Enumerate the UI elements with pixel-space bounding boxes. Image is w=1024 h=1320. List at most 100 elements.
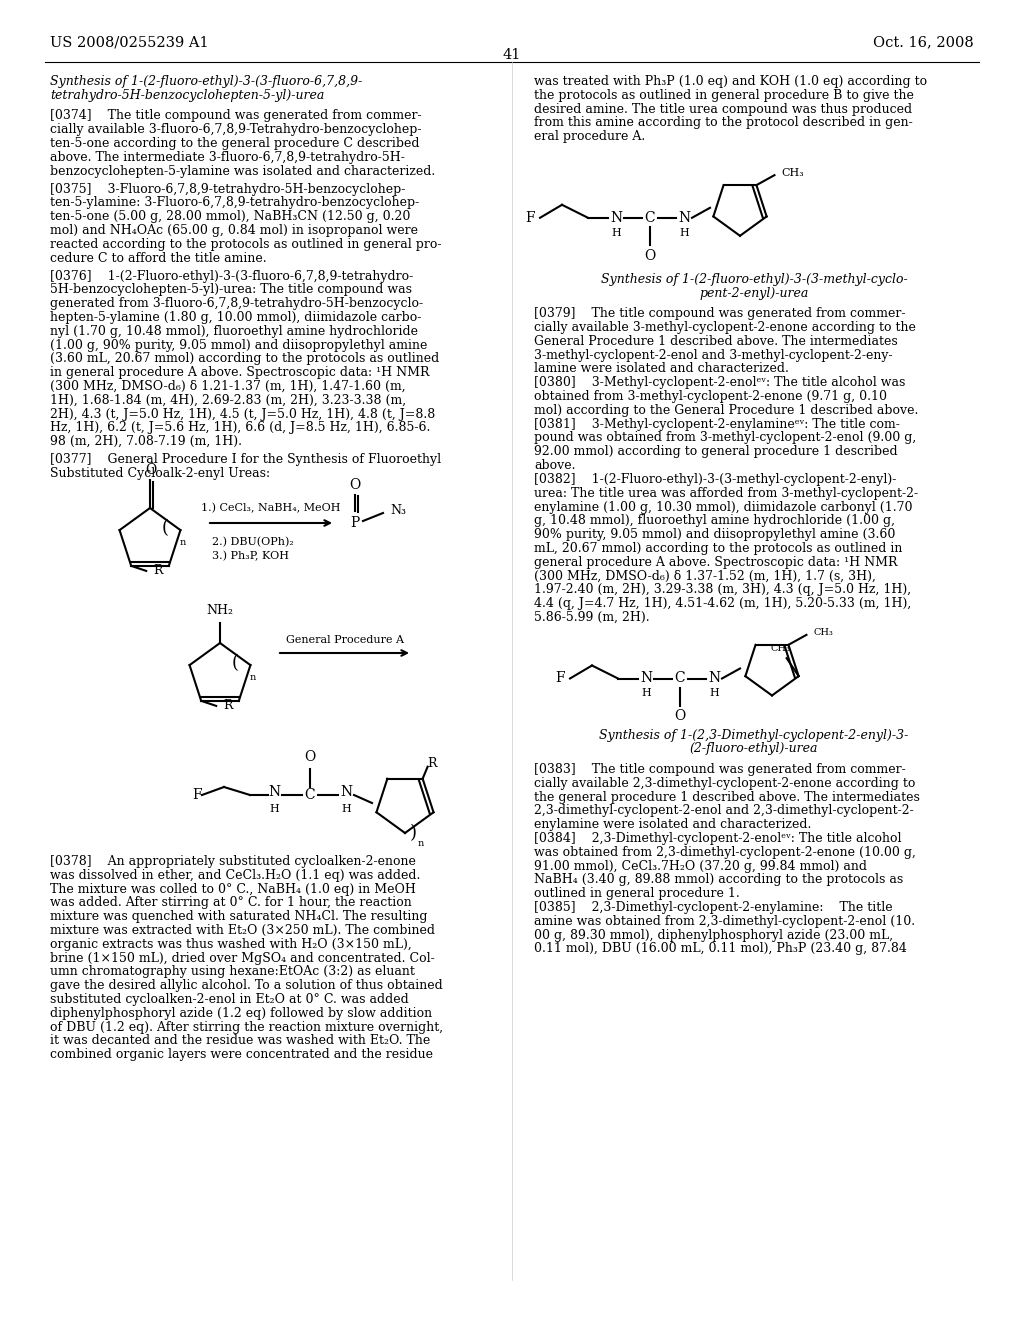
Text: mol) according to the General Procedure 1 described above.: mol) according to the General Procedure … <box>534 404 919 417</box>
Text: N: N <box>610 211 622 224</box>
Text: H: H <box>341 804 351 814</box>
Text: [0375]    3-Fluoro-6,7,8,9-tetrahydro-5H-benzocyclohep-: [0375] 3-Fluoro-6,7,8,9-tetrahydro-5H-be… <box>50 182 406 195</box>
Text: tetrahydro-5H-benzocyclohepten-5-yl)-urea: tetrahydro-5H-benzocyclohepten-5-yl)-ure… <box>50 88 325 102</box>
Text: NH₂: NH₂ <box>207 605 233 618</box>
Text: amine was obtained from 2,3-dimethyl-cyclopent-2-enol (10.: amine was obtained from 2,3-dimethyl-cyc… <box>534 915 915 928</box>
Text: [0374]    The title compound was generated from commer-: [0374] The title compound was generated … <box>50 110 422 123</box>
Text: generated from 3-fluoro-6,7,8,9-tetrahydro-5H-benzocyclo-: generated from 3-fluoro-6,7,8,9-tetrahyd… <box>50 297 423 310</box>
Text: N₃: N₃ <box>390 504 406 517</box>
Text: Hz, 1H), 6.2 (t, J=5.6 Hz, 1H), 6.6 (d, J=8.5 Hz, 1H), 6.85-6.: Hz, 1H), 6.2 (t, J=5.6 Hz, 1H), 6.6 (d, … <box>50 421 430 434</box>
Text: (300 MHz, DMSO-d₆) δ 1.37-1.52 (m, 1H), 1.7 (s, 3H),: (300 MHz, DMSO-d₆) δ 1.37-1.52 (m, 1H), … <box>534 569 876 582</box>
Text: N: N <box>340 785 352 799</box>
Text: 1H), 1.68-1.84 (m, 4H), 2.69-2.83 (m, 2H), 3.23-3.38 (m,: 1H), 1.68-1.84 (m, 4H), 2.69-2.83 (m, 2H… <box>50 393 407 407</box>
Text: F: F <box>525 211 535 224</box>
Text: H: H <box>710 689 719 698</box>
Text: 0.11 mol), DBU (16.00 mL, 0.11 mol), Ph₃P (23.40 g, 87.84: 0.11 mol), DBU (16.00 mL, 0.11 mol), Ph₃… <box>534 942 907 956</box>
Text: cedure C to afford the title amine.: cedure C to afford the title amine. <box>50 252 266 264</box>
Text: Substituted Cycloalk-2-enyl Ureas:: Substituted Cycloalk-2-enyl Ureas: <box>50 467 270 480</box>
Text: (: ( <box>231 655 239 672</box>
Text: (300 MHz, DMSO-d₆) δ 1.21-1.37 (m, 1H), 1.47-1.60 (m,: (300 MHz, DMSO-d₆) δ 1.21-1.37 (m, 1H), … <box>50 380 406 393</box>
Text: pound was obtained from 3-methyl-cyclopent-2-enol (9.00 g,: pound was obtained from 3-methyl-cyclope… <box>534 432 916 445</box>
Text: R: R <box>154 565 163 577</box>
Text: O: O <box>304 750 315 764</box>
Text: mixture was quenched with saturated NH₄Cl. The resulting: mixture was quenched with saturated NH₄C… <box>50 911 427 923</box>
Text: desired amine. The title urea compound was thus produced: desired amine. The title urea compound w… <box>534 103 912 116</box>
Text: 00 g, 89.30 mmol), diphenylphosphoryl azide (23.00 mL,: 00 g, 89.30 mmol), diphenylphosphoryl az… <box>534 928 893 941</box>
Text: Synthesis of 1-(2,3-Dimethyl-cyclopent-2-enyl)-3-: Synthesis of 1-(2,3-Dimethyl-cyclopent-2… <box>599 729 908 742</box>
Text: diphenylphosphoryl azide (1.2 eq) followed by slow addition: diphenylphosphoryl azide (1.2 eq) follow… <box>50 1007 432 1020</box>
Text: above.: above. <box>534 459 575 473</box>
Text: 3-methyl-cyclopent-2-enol and 3-methyl-cyclopent-2-eny-: 3-methyl-cyclopent-2-enol and 3-methyl-c… <box>534 348 893 362</box>
Text: general procedure A above. Spectroscopic data: ¹H NMR: general procedure A above. Spectroscopic… <box>534 556 897 569</box>
Text: was treated with Ph₃P (1.0 eq) and KOH (1.0 eq) according to: was treated with Ph₃P (1.0 eq) and KOH (… <box>534 75 927 88</box>
Text: substituted cycloalken-2-enol in Et₂O at 0° C. was added: substituted cycloalken-2-enol in Et₂O at… <box>50 993 409 1006</box>
Text: General Procedure 1 described above. The intermediates: General Procedure 1 described above. The… <box>534 335 898 348</box>
Text: 41: 41 <box>503 48 521 62</box>
Text: F: F <box>555 672 565 685</box>
Text: reacted according to the protocols as outlined in general pro-: reacted according to the protocols as ou… <box>50 238 441 251</box>
Text: C: C <box>305 788 315 803</box>
Text: F: F <box>193 788 202 803</box>
Text: 92.00 mmol) according to general procedure 1 described: 92.00 mmol) according to general procedu… <box>534 445 898 458</box>
Text: was dissolved in ether, and CeCl₃.H₂O (1.1 eq) was added.: was dissolved in ether, and CeCl₃.H₂O (1… <box>50 869 421 882</box>
Text: mL, 20.67 mmol) according to the protocols as outlined in: mL, 20.67 mmol) according to the protoco… <box>534 543 902 554</box>
Text: [0383]    The title compound was generated from commer-: [0383] The title compound was generated … <box>534 763 906 776</box>
Text: N: N <box>678 211 690 224</box>
Text: the protocols as outlined in general procedure B to give the: the protocols as outlined in general pro… <box>534 88 913 102</box>
Text: [0380]    3-Methyl-cyclopent-2-enolᵉᵛ: The title alcohol was: [0380] 3-Methyl-cyclopent-2-enolᵉᵛ: The … <box>534 376 905 389</box>
Text: enylamine were isolated and characterized.: enylamine were isolated and characterize… <box>534 818 811 832</box>
Text: [0381]    3-Methyl-cyclopent-2-enylamineᵉᵛ: The title com-: [0381] 3-Methyl-cyclopent-2-enylamineᵉᵛ:… <box>534 417 900 430</box>
Text: brine (1×150 mL), dried over MgSO₄ and concentrated. Col-: brine (1×150 mL), dried over MgSO₄ and c… <box>50 952 435 965</box>
Text: 98 (m, 2H), 7.08-7.19 (m, 1H).: 98 (m, 2H), 7.08-7.19 (m, 1H). <box>50 436 242 449</box>
Text: ten-5-ylamine: 3-Fluoro-6,7,8,9-tetrahydro-benzocyclohep-: ten-5-ylamine: 3-Fluoro-6,7,8,9-tetrahyd… <box>50 197 419 210</box>
Text: enylamine (1.00 g, 10.30 mmol), diimidazole carbonyl (1.70: enylamine (1.00 g, 10.30 mmol), diimidaz… <box>534 500 912 513</box>
Text: gave the desired allylic alcohol. To a solution of thus obtained: gave the desired allylic alcohol. To a s… <box>50 979 442 993</box>
Text: 2,3-dimethyl-cyclopent-2-enol and 2,3-dimethyl-cyclopent-2-: 2,3-dimethyl-cyclopent-2-enol and 2,3-di… <box>534 804 913 817</box>
Text: O: O <box>349 478 360 492</box>
Text: 1.97-2.40 (m, 2H), 3.29-3.38 (m, 3H), 4.3 (q, J=5.0 Hz, 1H),: 1.97-2.40 (m, 2H), 3.29-3.38 (m, 3H), 4.… <box>534 583 911 597</box>
Text: H: H <box>641 689 651 698</box>
Text: 2.) DBU(OPh)₂: 2.) DBU(OPh)₂ <box>212 537 294 548</box>
Text: H: H <box>679 228 689 238</box>
Text: [0385]    2,3-Dimethyl-cyclopent-2-enylamine:    The title: [0385] 2,3-Dimethyl-cyclopent-2-enylamin… <box>534 902 893 913</box>
Text: combined organic layers were concentrated and the residue: combined organic layers were concentrate… <box>50 1048 433 1061</box>
Text: N: N <box>708 672 720 685</box>
Text: C: C <box>645 211 655 224</box>
Text: Synthesis of 1-(2-fluoro-ethyl)-3-(3-fluoro-6,7,8,9-: Synthesis of 1-(2-fluoro-ethyl)-3-(3-flu… <box>50 75 362 88</box>
Text: the general procedure 1 described above. The intermediates: the general procedure 1 described above.… <box>534 791 920 804</box>
Text: ten-5-one according to the general procedure C described: ten-5-one according to the general proce… <box>50 137 420 150</box>
Text: Synthesis of 1-(2-fluoro-ethyl)-3-(3-methyl-cyclo-: Synthesis of 1-(2-fluoro-ethyl)-3-(3-met… <box>601 273 907 286</box>
Text: CH₃: CH₃ <box>781 168 804 178</box>
Text: (1.00 g, 90% purity, 9.05 mmol) and diisopropylethyl amine: (1.00 g, 90% purity, 9.05 mmol) and diis… <box>50 338 427 351</box>
Text: lamine were isolated and characterized.: lamine were isolated and characterized. <box>534 363 788 375</box>
Text: [0377]    General Procedure I for the Synthesis of Fluoroethyl: [0377] General Procedure I for the Synth… <box>50 453 441 466</box>
Text: urea: The title urea was afforded from 3-methyl-cyclopent-2-: urea: The title urea was afforded from 3… <box>534 487 919 500</box>
Text: US 2008/0255239 A1: US 2008/0255239 A1 <box>50 36 209 49</box>
Text: cially available 3-methyl-cyclopent-2-enone according to the: cially available 3-methyl-cyclopent-2-en… <box>534 321 915 334</box>
Text: 3.) Ph₃P, KOH: 3.) Ph₃P, KOH <box>212 550 289 561</box>
Text: outlined in general procedure 1.: outlined in general procedure 1. <box>534 887 739 900</box>
Text: [0376]    1-(2-Fluoro-ethyl)-3-(3-fluoro-6,7,8,9-tetrahydro-: [0376] 1-(2-Fluoro-ethyl)-3-(3-fluoro-6,… <box>50 269 414 282</box>
Text: above. The intermediate 3-fluoro-6,7,8,9-tetrahydro-5H-: above. The intermediate 3-fluoro-6,7,8,9… <box>50 150 404 164</box>
Text: ten-5-one (5.00 g, 28.00 mmol), NaBH₃CN (12.50 g, 0.20: ten-5-one (5.00 g, 28.00 mmol), NaBH₃CN … <box>50 210 411 223</box>
Text: CH₃: CH₃ <box>813 628 834 638</box>
Text: [0379]    The title compound was generated from commer-: [0379] The title compound was generated … <box>534 308 905 321</box>
Text: 90% purity, 9.05 mmol) and diisopropylethyl amine (3.60: 90% purity, 9.05 mmol) and diisopropylet… <box>534 528 895 541</box>
Text: eral procedure A.: eral procedure A. <box>534 131 645 143</box>
Text: cially available 2,3-dimethyl-cyclopent-2-enone according to: cially available 2,3-dimethyl-cyclopent-… <box>534 776 915 789</box>
Text: it was decanted and the residue was washed with Et₂O. The: it was decanted and the residue was wash… <box>50 1035 430 1047</box>
Text: n: n <box>418 838 424 847</box>
Text: (2-fluoro-ethyl)-urea: (2-fluoro-ethyl)-urea <box>690 742 818 755</box>
Text: C: C <box>675 672 685 685</box>
Text: O: O <box>145 463 157 477</box>
Text: Oct. 16, 2008: Oct. 16, 2008 <box>873 36 974 49</box>
Text: n: n <box>249 673 256 681</box>
Text: CH₃: CH₃ <box>771 644 791 652</box>
Text: P: P <box>350 516 359 531</box>
Text: 4.4 (q, J=4.7 Hz, 1H), 4.51-4.62 (m, 1H), 5.20-5.33 (m, 1H),: 4.4 (q, J=4.7 Hz, 1H), 4.51-4.62 (m, 1H)… <box>534 597 911 610</box>
Text: of DBU (1.2 eq). After stirring the reaction mixture overnight,: of DBU (1.2 eq). After stirring the reac… <box>50 1020 443 1034</box>
Text: H: H <box>269 804 279 814</box>
Text: umn chromatography using hexane:EtOAc (3:2) as eluant: umn chromatography using hexane:EtOAc (3… <box>50 965 415 978</box>
Text: 1.) CeCl₃, NaBH₄, MeOH: 1.) CeCl₃, NaBH₄, MeOH <box>202 503 341 513</box>
Text: [0384]    2,3-Dimethyl-cyclopent-2-enolᵉᵛ: The title alcohol: [0384] 2,3-Dimethyl-cyclopent-2-enolᵉᵛ: … <box>534 832 901 845</box>
